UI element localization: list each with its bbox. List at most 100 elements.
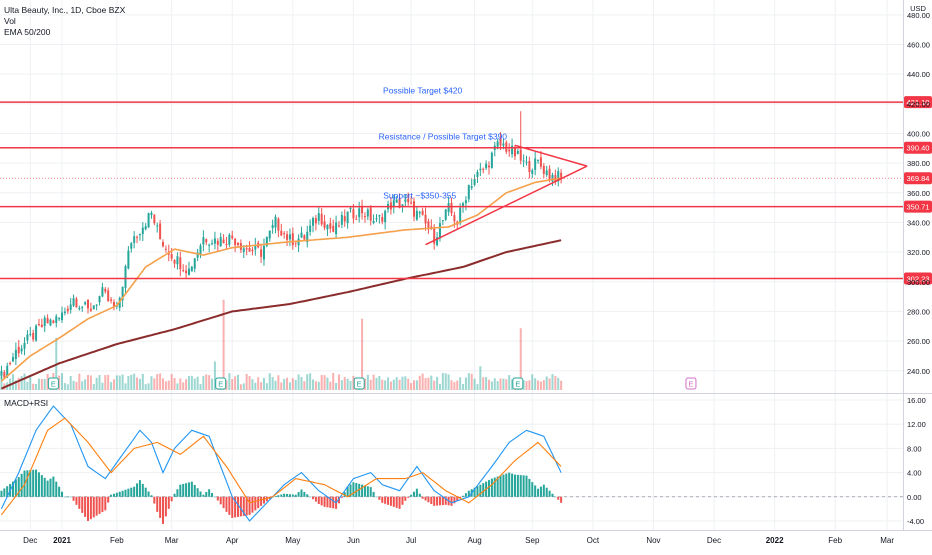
volume-bar — [401, 376, 404, 390]
candle-body — [66, 308, 69, 312]
volume-bar — [464, 377, 467, 390]
earnings-marker — [512, 377, 524, 390]
volume-bar — [92, 384, 95, 390]
volume-bar — [35, 383, 38, 390]
candle-body — [254, 245, 257, 250]
earnings-marker-label: E — [688, 380, 693, 389]
volume-bar — [237, 374, 240, 390]
macd-histogram-bar — [81, 496, 84, 513]
candle-body — [52, 320, 55, 323]
candle-body — [222, 239, 225, 244]
candle-body — [395, 199, 398, 203]
candle-body — [144, 226, 147, 230]
macd-histogram-bar — [196, 488, 199, 497]
volume-bar — [291, 378, 294, 390]
macd-histogram-bar — [107, 496, 110, 503]
volume-bar — [557, 377, 560, 390]
volume-bar — [228, 373, 231, 390]
macd-histogram-bar — [387, 496, 390, 505]
macd-histogram-bar — [55, 481, 58, 497]
volume-bar — [95, 377, 98, 390]
volume-bar — [211, 378, 214, 390]
volume-bar — [161, 378, 165, 390]
candle-body — [534, 158, 537, 170]
volume-bar — [144, 384, 147, 390]
candle-body — [185, 270, 188, 274]
macd-histogram-bar — [179, 484, 182, 497]
volume-bar — [398, 379, 401, 390]
volume-bar — [260, 382, 263, 390]
volume-bar — [271, 377, 274, 390]
candle-body — [482, 168, 485, 170]
macd-histogram-bar — [291, 494, 294, 497]
macd-histogram-bar — [487, 480, 491, 497]
signal-line — [0, 417, 562, 516]
macd-histogram-bar — [124, 489, 127, 497]
macd-histogram-bar — [513, 474, 516, 497]
candle-body — [40, 324, 43, 328]
macd-histogram-bar — [231, 496, 234, 518]
volume-bar — [444, 373, 447, 390]
candle-body — [369, 207, 372, 221]
volume-bar — [340, 380, 343, 390]
candle-body — [528, 161, 531, 173]
volume-bar — [366, 374, 369, 390]
candle-body — [277, 218, 280, 231]
candle-body — [176, 256, 179, 265]
price-tick-label: 400.00 — [907, 129, 930, 138]
candle-body — [242, 248, 245, 252]
volume-bar — [424, 378, 427, 390]
volume-bar — [288, 382, 291, 390]
volume-bar — [173, 378, 176, 390]
candle-body — [312, 217, 315, 226]
volume-bar — [534, 378, 537, 390]
macd-histogram-bar — [410, 494, 413, 497]
macd-histogram-bar — [14, 479, 17, 497]
candle-body — [464, 200, 467, 204]
volume-bar — [20, 376, 23, 390]
macd-histogram-bar — [516, 474, 519, 497]
volume-bar — [337, 374, 340, 390]
candle-body — [436, 237, 439, 246]
macd-histogram-bar — [309, 496, 312, 498]
candle-body — [407, 198, 410, 203]
price-tick-label: 260.00 — [907, 337, 930, 346]
candle-body — [511, 145, 514, 155]
candle-body — [332, 225, 335, 232]
macd-tick-label: 4.00 — [907, 469, 922, 478]
candle-body — [459, 207, 462, 224]
macd-histogram-bar — [433, 496, 436, 506]
candle-body — [412, 201, 416, 217]
candle-body — [161, 241, 165, 247]
time-tick-label: Oct — [587, 536, 600, 545]
volume-bar — [213, 361, 216, 390]
candle-body — [196, 252, 199, 258]
macd-histogram-bar — [303, 491, 306, 497]
macd-histogram-bar — [545, 487, 548, 497]
last-price-label-bg — [904, 172, 932, 185]
macd-histogram-bar — [95, 496, 98, 516]
macd-histogram-bar — [199, 491, 202, 497]
macd-histogram-bar — [167, 496, 170, 509]
macd-histogram-bar — [554, 496, 557, 498]
volume-bar — [121, 374, 124, 390]
macd-histogram-bar — [40, 475, 43, 497]
macd-histogram-bar — [260, 496, 263, 506]
macd-histogram-bar — [539, 486, 542, 497]
volume-bar — [479, 366, 482, 390]
macd-histogram-bar — [534, 485, 537, 497]
volume-bar — [361, 318, 364, 390]
earnings-marker-label: E — [515, 380, 520, 389]
candle-body — [294, 242, 297, 244]
candle-body — [274, 216, 277, 228]
volume-bar — [412, 380, 416, 390]
candle-body — [182, 270, 185, 272]
candle-body — [427, 221, 430, 230]
macd-histogram-bar — [337, 496, 340, 504]
price-tick-label: 380.00 — [907, 159, 930, 168]
macd-histogram-bar — [355, 483, 358, 497]
candle-body — [438, 223, 441, 239]
candle-body — [26, 334, 29, 341]
